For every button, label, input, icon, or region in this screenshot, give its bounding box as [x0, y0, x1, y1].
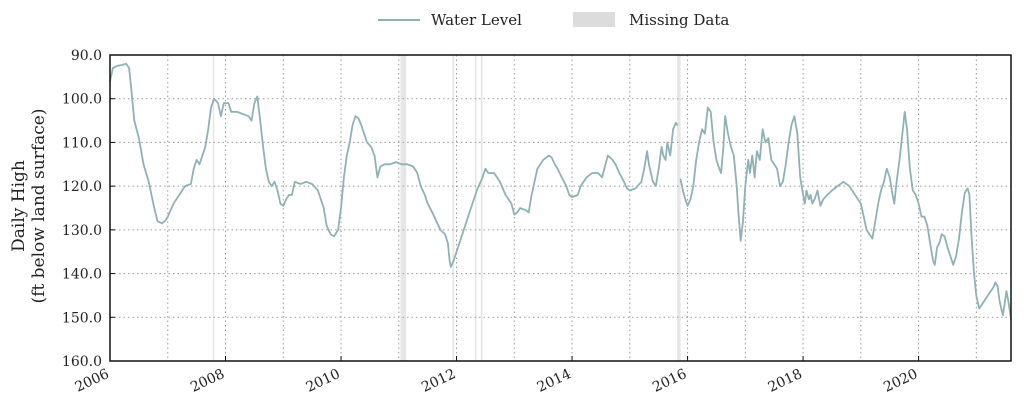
x-tick-label: 2006: [73, 366, 112, 396]
x-tick-label: 2018: [766, 366, 805, 396]
missing-data-band: [212, 55, 215, 361]
missing-data-bands: [212, 55, 681, 361]
legend-label-water-level: Water Level: [431, 11, 522, 29]
x-tick-label: 2008: [188, 366, 227, 396]
legend-swatch-missing-data: [573, 12, 615, 27]
grid-lines: [110, 55, 1011, 361]
series-layer: [109, 62, 1012, 321]
y-tick-label: 110.0: [62, 135, 102, 151]
missing-data-band: [677, 55, 681, 361]
y-tick-label: 130.0: [62, 223, 102, 239]
plot-frame: [109, 54, 1012, 362]
series-line-water-level: [679, 106, 1012, 321]
y-tick-label: 120.0: [62, 179, 102, 195]
x-axis-ticks: 2006 2008 2010 2012 2014 2016 2018 2020: [73, 356, 920, 396]
x-tick-label: 2020: [881, 366, 920, 396]
y-tick-label: 90.0: [71, 48, 102, 64]
legend-label-missing-data: Missing Data: [629, 11, 729, 29]
x-tick-label: 2016: [650, 366, 689, 396]
y-tick-label: 160.0: [62, 354, 102, 370]
missing-data-band: [480, 55, 483, 361]
y-axis-title: Daily High (ft below land surface): [9, 109, 49, 304]
y-tick-label: 100.0: [62, 92, 102, 108]
x-tick-label: 2014: [535, 366, 574, 396]
y-axis-title-line1: Daily High: [9, 160, 29, 252]
series-line-water-level: [109, 62, 679, 268]
x-tick-label: 2010: [304, 366, 343, 396]
y-tick-label: 140.0: [62, 267, 102, 283]
y-axis-title-line2: (ft below land surface): [29, 109, 49, 304]
y-tick-label: 150.0: [62, 310, 102, 326]
y-axis-ticks: 90.0 100.0 110.0 120.0 130.0 140.0 150.0 160.0: [62, 48, 115, 370]
missing-data-band: [452, 55, 455, 361]
x-tick-label: 2012: [419, 366, 458, 396]
missing-data-band: [475, 55, 477, 361]
legend: Water Level Missing Data: [378, 11, 729, 29]
missing-data-band: [400, 55, 407, 361]
